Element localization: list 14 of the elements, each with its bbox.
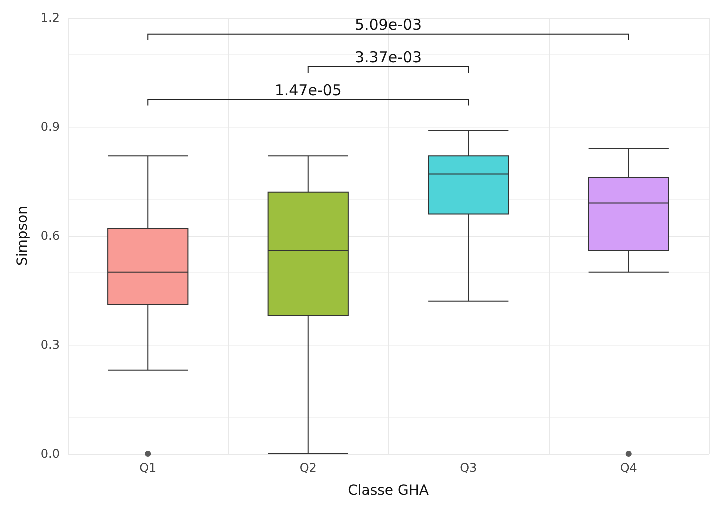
y-tick-label: 1.2: [40, 11, 60, 25]
x-tick-label: Q4: [620, 461, 638, 475]
y-tick-label: 0.3: [40, 338, 60, 352]
y-tick-label: 0.6: [40, 229, 60, 243]
y-tick-label: 0.9: [40, 120, 60, 134]
x-tick-label: Q1: [140, 461, 157, 475]
y-tick-label: 0.0: [40, 447, 60, 461]
x-tick-label: Q3: [460, 461, 478, 475]
x-axis-title: Classe GHA: [348, 483, 430, 499]
annotation: 5.09e-03: [354, 16, 422, 34]
annotation: 1.47e-05: [274, 81, 342, 100]
y-axis-title: Simpson: [15, 206, 31, 266]
annotation: 3.37e-03: [354, 48, 422, 67]
x-tick-label: Q2: [300, 461, 317, 475]
